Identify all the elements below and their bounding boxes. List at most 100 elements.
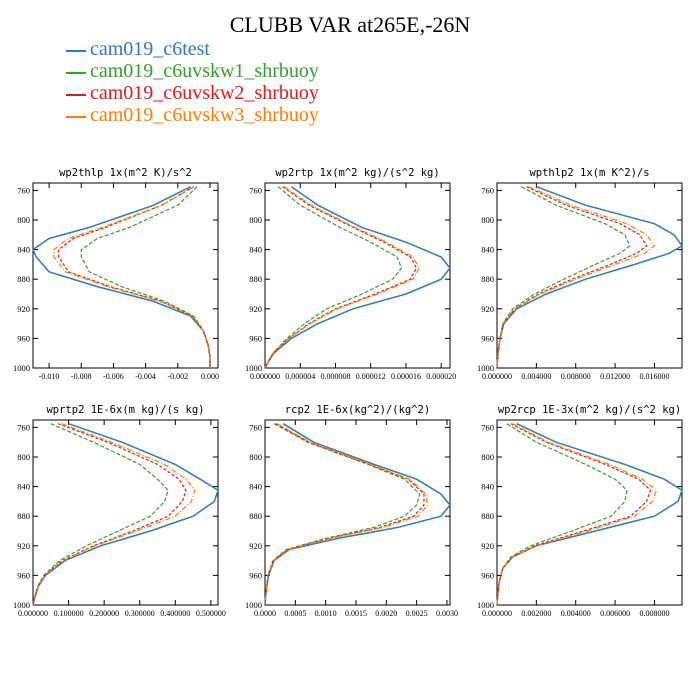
y-tick-label: 1000: [245, 600, 262, 610]
legend-label: cam019_c6uvskw1_shrbuoy: [90, 60, 319, 82]
series-line: [264, 423, 421, 606]
y-tick-label: 1000: [477, 363, 494, 373]
series-line: [496, 185, 684, 369]
panel-frame: [496, 182, 683, 369]
y-tick-label: 800: [481, 215, 494, 225]
panel-title: wp2rtp 1x(m^2 kg)/(s^2 kg): [275, 167, 439, 179]
x-tick-label: 0.400000: [160, 609, 190, 618]
y-tick-label: 960: [481, 570, 494, 580]
series-line: [264, 423, 451, 606]
panel: wp2rtp 1x(m^2 kg)/(s^2 kg) 760 800 840 880 92…: [245, 167, 456, 381]
x-tick-label: 0.100000: [54, 609, 84, 618]
series-line: [264, 186, 420, 369]
y-tick-label: 760: [17, 422, 30, 432]
series-line: [496, 186, 631, 369]
x-tick-label: 0.0020: [375, 609, 397, 618]
y-tick-label: 920: [17, 541, 30, 551]
series-line: [32, 423, 169, 606]
panel: wpthlp2 1x(m K^2)/s 760 800 840 880 920 960 100…: [477, 167, 684, 381]
x-tick-label: 0.0030: [436, 609, 458, 618]
series-line: [496, 423, 658, 606]
y-tick-label: 1000: [13, 363, 30, 373]
x-tick-label: 0.000008: [320, 372, 350, 381]
x-tick-label: 0.006000: [600, 609, 630, 618]
x-tick-label: 0.002000: [521, 609, 551, 618]
panel-title: wp2thlp 1x(m^2 K)/s^2: [59, 167, 192, 179]
y-tick-label: 880: [249, 274, 262, 284]
x-tick-label: 0.000000: [482, 609, 512, 618]
panel-frame: [264, 419, 451, 606]
x-tick-label: 0.000004: [285, 372, 315, 381]
y-tick-label: 920: [249, 541, 262, 551]
panel-frame: [32, 419, 219, 606]
x-tick-label: 0.016000: [639, 372, 669, 381]
y-tick-label: 920: [481, 541, 494, 551]
panel-frame: [496, 419, 683, 606]
y-tick-label: 840: [17, 245, 30, 255]
x-tick-label: 0.008000: [639, 609, 669, 618]
panel: wprtp2 1E-6x(m kg)/(s kg) 760 800 840 880 920…: [13, 404, 226, 618]
legend-swatch: [66, 94, 86, 96]
x-tick-label: 0.012000: [600, 372, 630, 381]
y-tick-label: 1000: [245, 363, 262, 373]
y-tick-label: 760: [481, 422, 494, 432]
y-tick-label: 840: [481, 482, 494, 492]
x-tick-label: 0.000020: [426, 372, 456, 381]
x-tick-label: 0.500000: [196, 609, 226, 618]
panel-title: wprtp2 1E-6x(m kg)/(s kg): [46, 404, 204, 416]
x-tick-label: 0.0005: [284, 609, 306, 618]
x-tick-label: 0.000000: [482, 372, 512, 381]
y-tick-label: 960: [17, 570, 30, 580]
x-tick-label: -0.006: [103, 372, 124, 381]
panel: rcp2 1E-6x(kg^2)/(kg^2) 760 800 840 880 920 96…: [245, 404, 458, 618]
series-line: [496, 186, 656, 369]
x-tick-label: 0.000016: [391, 372, 421, 381]
y-tick-label: 960: [249, 570, 262, 580]
panel-frame: [264, 182, 451, 369]
y-tick-label: 880: [17, 511, 30, 521]
x-tick-label: 0.0010: [315, 609, 337, 618]
y-tick-label: 760: [249, 185, 262, 195]
series-line: [32, 422, 219, 606]
y-tick-label: 760: [481, 185, 494, 195]
panel: wp2thlp 1x(m^2 K)/s^2 760 800 840 880 920 960 1…: [13, 167, 219, 381]
series-line: [496, 423, 683, 606]
series-line: [264, 423, 425, 606]
x-tick-label: 0.200000: [89, 609, 119, 618]
x-tick-label: 0.004000: [521, 372, 551, 381]
y-tick-label: 920: [249, 304, 262, 314]
series-line: [496, 423, 628, 606]
y-tick-label: 760: [249, 422, 262, 432]
x-tick-label: 0.000000: [18, 609, 48, 618]
x-tick-label: 0.0000: [254, 609, 276, 618]
series-line: [58, 186, 211, 368]
series-line: [53, 186, 211, 368]
x-tick-label: 0.0015: [345, 609, 367, 618]
legend-swatch: [66, 72, 86, 74]
y-tick-label: 800: [17, 452, 30, 462]
x-tick-label: -0.002: [167, 372, 188, 381]
y-tick-label: 920: [17, 304, 30, 314]
series-line: [264, 186, 451, 369]
legend-label: cam019_c6uvskw3_shrbuoy: [90, 104, 319, 126]
y-tick-label: 800: [17, 215, 30, 225]
x-tick-label: -0.004: [135, 372, 156, 381]
series-line: [80, 186, 211, 368]
panel-title: wpthlp2 1x(m K^2)/s: [529, 167, 649, 179]
legend-label: cam019_c6uvskw2_shrbuoy: [90, 82, 319, 104]
panel-frame: [32, 182, 219, 369]
x-tick-label: 0.004000: [561, 609, 591, 618]
legend-swatch: [66, 116, 86, 118]
y-tick-label: 800: [249, 215, 262, 225]
panel: wp2rcp 1E-3x(m^2 kg)/(s^2 kg) 760 800 840 88…: [477, 404, 683, 618]
x-tick-label: 0.300000: [125, 609, 155, 618]
x-tick-label: 0.008000: [561, 372, 591, 381]
page-title: CLUBB VAR at265E,-26N: [229, 12, 471, 37]
series-line: [264, 423, 429, 606]
y-tick-label: 760: [17, 185, 30, 195]
legend-label: cam019_c6test: [90, 38, 210, 60]
y-tick-label: 960: [481, 333, 494, 343]
y-tick-label: 880: [481, 511, 494, 521]
y-tick-label: 1000: [13, 600, 30, 610]
